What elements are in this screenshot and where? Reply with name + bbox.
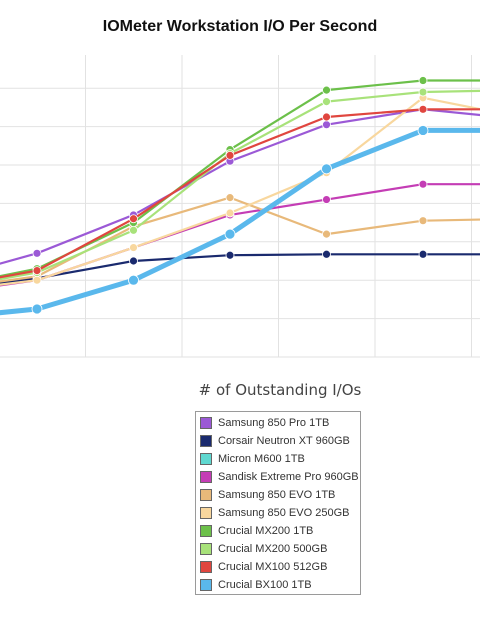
data-point-crucial-bx100-1tb <box>31 303 43 315</box>
legend-label: Sandisk Extreme Pro 960GB <box>218 471 359 483</box>
legend-item-corsair-neutron-xt-960gb[interactable]: Corsair Neutron XT 960GB <box>200 432 360 450</box>
legend-label: Crucial MX100 512GB <box>218 561 328 573</box>
data-point-corsair-neutron-xt-960gb <box>129 256 138 266</box>
data-point-crucial-bx100-1tb <box>321 163 332 175</box>
data-point-samsung-850-evo-250gb <box>32 275 42 285</box>
data-point-corsair-neutron-xt-960gb <box>322 249 331 259</box>
data-point-samsung-850-evo-250gb <box>225 208 235 218</box>
data-point-crucial-mx200-500gb <box>322 97 331 107</box>
legend-label: Samsung 850 EVO 250GB <box>218 507 350 519</box>
legend-swatch <box>200 435 212 447</box>
legend-item-samsung-850-evo-250gb[interactable]: Samsung 850 EVO 250GB <box>200 504 360 522</box>
legend-label: Crucial BX100 1TB <box>218 579 312 591</box>
data-point-samsung-850-evo-1tb <box>225 193 235 203</box>
legend-item-crucial-mx100-512gb[interactable]: Crucial MX100 512GB <box>200 558 360 576</box>
legend-swatch <box>200 543 212 555</box>
legend-swatch <box>200 489 212 501</box>
data-point-sandisk-extreme-pro-960gb <box>418 179 428 189</box>
data-point-sandisk-extreme-pro-960gb <box>322 195 331 204</box>
plot-area: 2481632 <box>0 55 480 358</box>
data-point-crucial-mx200-500gb <box>129 225 138 235</box>
series-line-corsair-neutron-xt-960gb <box>0 253 480 284</box>
legend-item-samsung-850-pro-1tb[interactable]: Samsung 850 Pro 1TB <box>200 414 360 432</box>
legend-item-crucial-bx100-1tb[interactable]: Crucial BX100 1TB <box>200 576 360 594</box>
legend-swatch <box>200 507 212 519</box>
legend-swatch <box>200 561 212 573</box>
data-point-crucial-bx100-1tb <box>128 274 139 286</box>
data-point-crucial-mx200-500gb <box>418 87 428 97</box>
data-point-crucial-mx200-1tb <box>418 76 428 85</box>
x-axis-label: # of Outstanding I/Os <box>198 381 362 399</box>
legend-item-crucial-mx200-500gb[interactable]: Crucial MX200 500GB <box>200 540 360 558</box>
legend-swatch <box>200 525 212 537</box>
legend-label: Samsung 850 Pro 1TB <box>218 417 330 429</box>
series-line-crucial-bx100-1tb <box>0 127 480 316</box>
data-point-corsair-neutron-xt-960gb <box>418 249 428 259</box>
legend-swatch <box>200 471 212 483</box>
data-point-samsung-850-evo-1tb <box>418 216 428 226</box>
data-point-corsair-neutron-xt-960gb <box>225 250 235 260</box>
data-point-crucial-mx100-512gb <box>129 214 138 224</box>
data-point-samsung-850-pro-1tb <box>32 248 42 258</box>
legend-label: Corsair Neutron XT 960GB <box>218 435 350 447</box>
legend-label: Samsung 850 EVO 1TB <box>218 489 336 501</box>
legend-label: Crucial MX200 500GB <box>218 543 328 555</box>
series-line-crucial-mx200-500gb <box>0 89 480 281</box>
data-point-crucial-mx100-512gb <box>322 112 331 122</box>
legend-swatch <box>200 579 212 591</box>
legend-item-crucial-mx200-1tb[interactable]: Crucial MX200 1TB <box>200 522 360 540</box>
data-point-crucial-mx200-1tb <box>322 85 331 95</box>
legend-item-micron-m600-1tb[interactable]: Micron M600 1TB <box>200 450 360 468</box>
data-point-crucial-mx100-512gb <box>32 266 42 276</box>
data-point-samsung-850-evo-250gb <box>129 243 138 252</box>
legend-label: Micron M600 1TB <box>218 453 305 465</box>
legend-item-sandisk-extreme-pro-960gb[interactable]: Sandisk Extreme Pro 960GB <box>200 468 360 486</box>
legend-label: Crucial MX200 1TB <box>218 525 314 537</box>
legend-swatch <box>200 417 212 429</box>
legend: Samsung 850 Pro 1TB Corsair Neutron XT 96… <box>195 411 361 595</box>
series-line-samsung-850-evo-1tb <box>0 196 480 283</box>
chart-title: IOMeter Workstation I/O Per Second <box>102 18 378 35</box>
data-point-crucial-mx100-512gb <box>225 150 235 160</box>
legend-swatch <box>200 453 212 465</box>
data-point-samsung-850-pro-1tb <box>322 120 331 130</box>
data-point-samsung-850-evo-1tb <box>322 229 331 239</box>
data-point-crucial-bx100-1tb <box>224 228 236 240</box>
data-point-crucial-mx100-512gb <box>418 104 428 114</box>
data-point-crucial-bx100-1tb <box>417 125 429 136</box>
legend-item-samsung-850-evo-1tb[interactable]: Samsung 850 EVO 1TB <box>200 486 360 504</box>
